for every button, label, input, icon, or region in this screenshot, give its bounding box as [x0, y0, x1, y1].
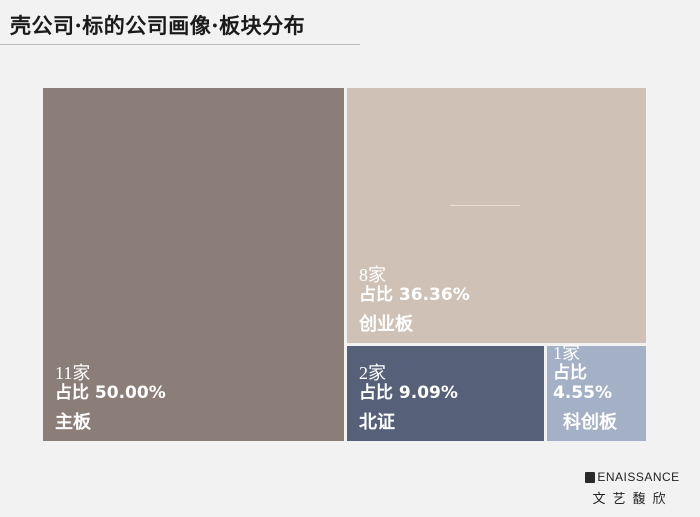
tile-name-label: 科创板 [563, 412, 617, 433]
decorative-line [450, 205, 520, 206]
brand-logo: ENAISSANCE 文艺馥欣 [575, 470, 690, 507]
tile-share-label: 占比 4.55% [553, 363, 612, 403]
treemap-tile: 11家 占比 50.00% 主板 [43, 88, 344, 441]
tile-count-label: 1家 [553, 343, 580, 363]
tile-share-label: 占比 36.36% [359, 285, 470, 305]
tile-name-label: 北证 [359, 412, 395, 433]
treemap-tile: 2家 占比 9.09% 北证 [347, 346, 544, 441]
brand-mark-icon [585, 471, 596, 483]
tile-label: 1家 占比 4.55% 科创板 [553, 343, 646, 433]
tile-name-label: 主板 [55, 412, 91, 433]
tile-name-label: 创业板 [359, 314, 413, 335]
tile-label: 11家 占比 50.00% 主板 [55, 363, 166, 433]
tile-label: 2家 占比 9.09% 北证 [359, 363, 458, 433]
page-title: 壳公司·标的公司画像·板块分布 [10, 13, 306, 38]
tile-count-label: 11家 [55, 363, 91, 383]
treemap-tile: 8家 占比 36.36% 创业板 [347, 88, 646, 343]
title-divider [0, 44, 360, 45]
treemap-tile: 1家 占比 4.55% 科创板 [547, 343, 646, 441]
tile-share-label: 占比 50.00% [55, 383, 166, 403]
brand-name: ENAISSANCE [597, 470, 680, 484]
tile-label: 8家 占比 36.36% 创业板 [359, 265, 470, 335]
tile-count-label: 2家 [359, 363, 386, 383]
tile-share-label: 占比 9.09% [359, 383, 458, 403]
tile-count-label: 8家 [359, 265, 386, 285]
brand-name-cn: 文艺馥欣 [592, 492, 673, 507]
